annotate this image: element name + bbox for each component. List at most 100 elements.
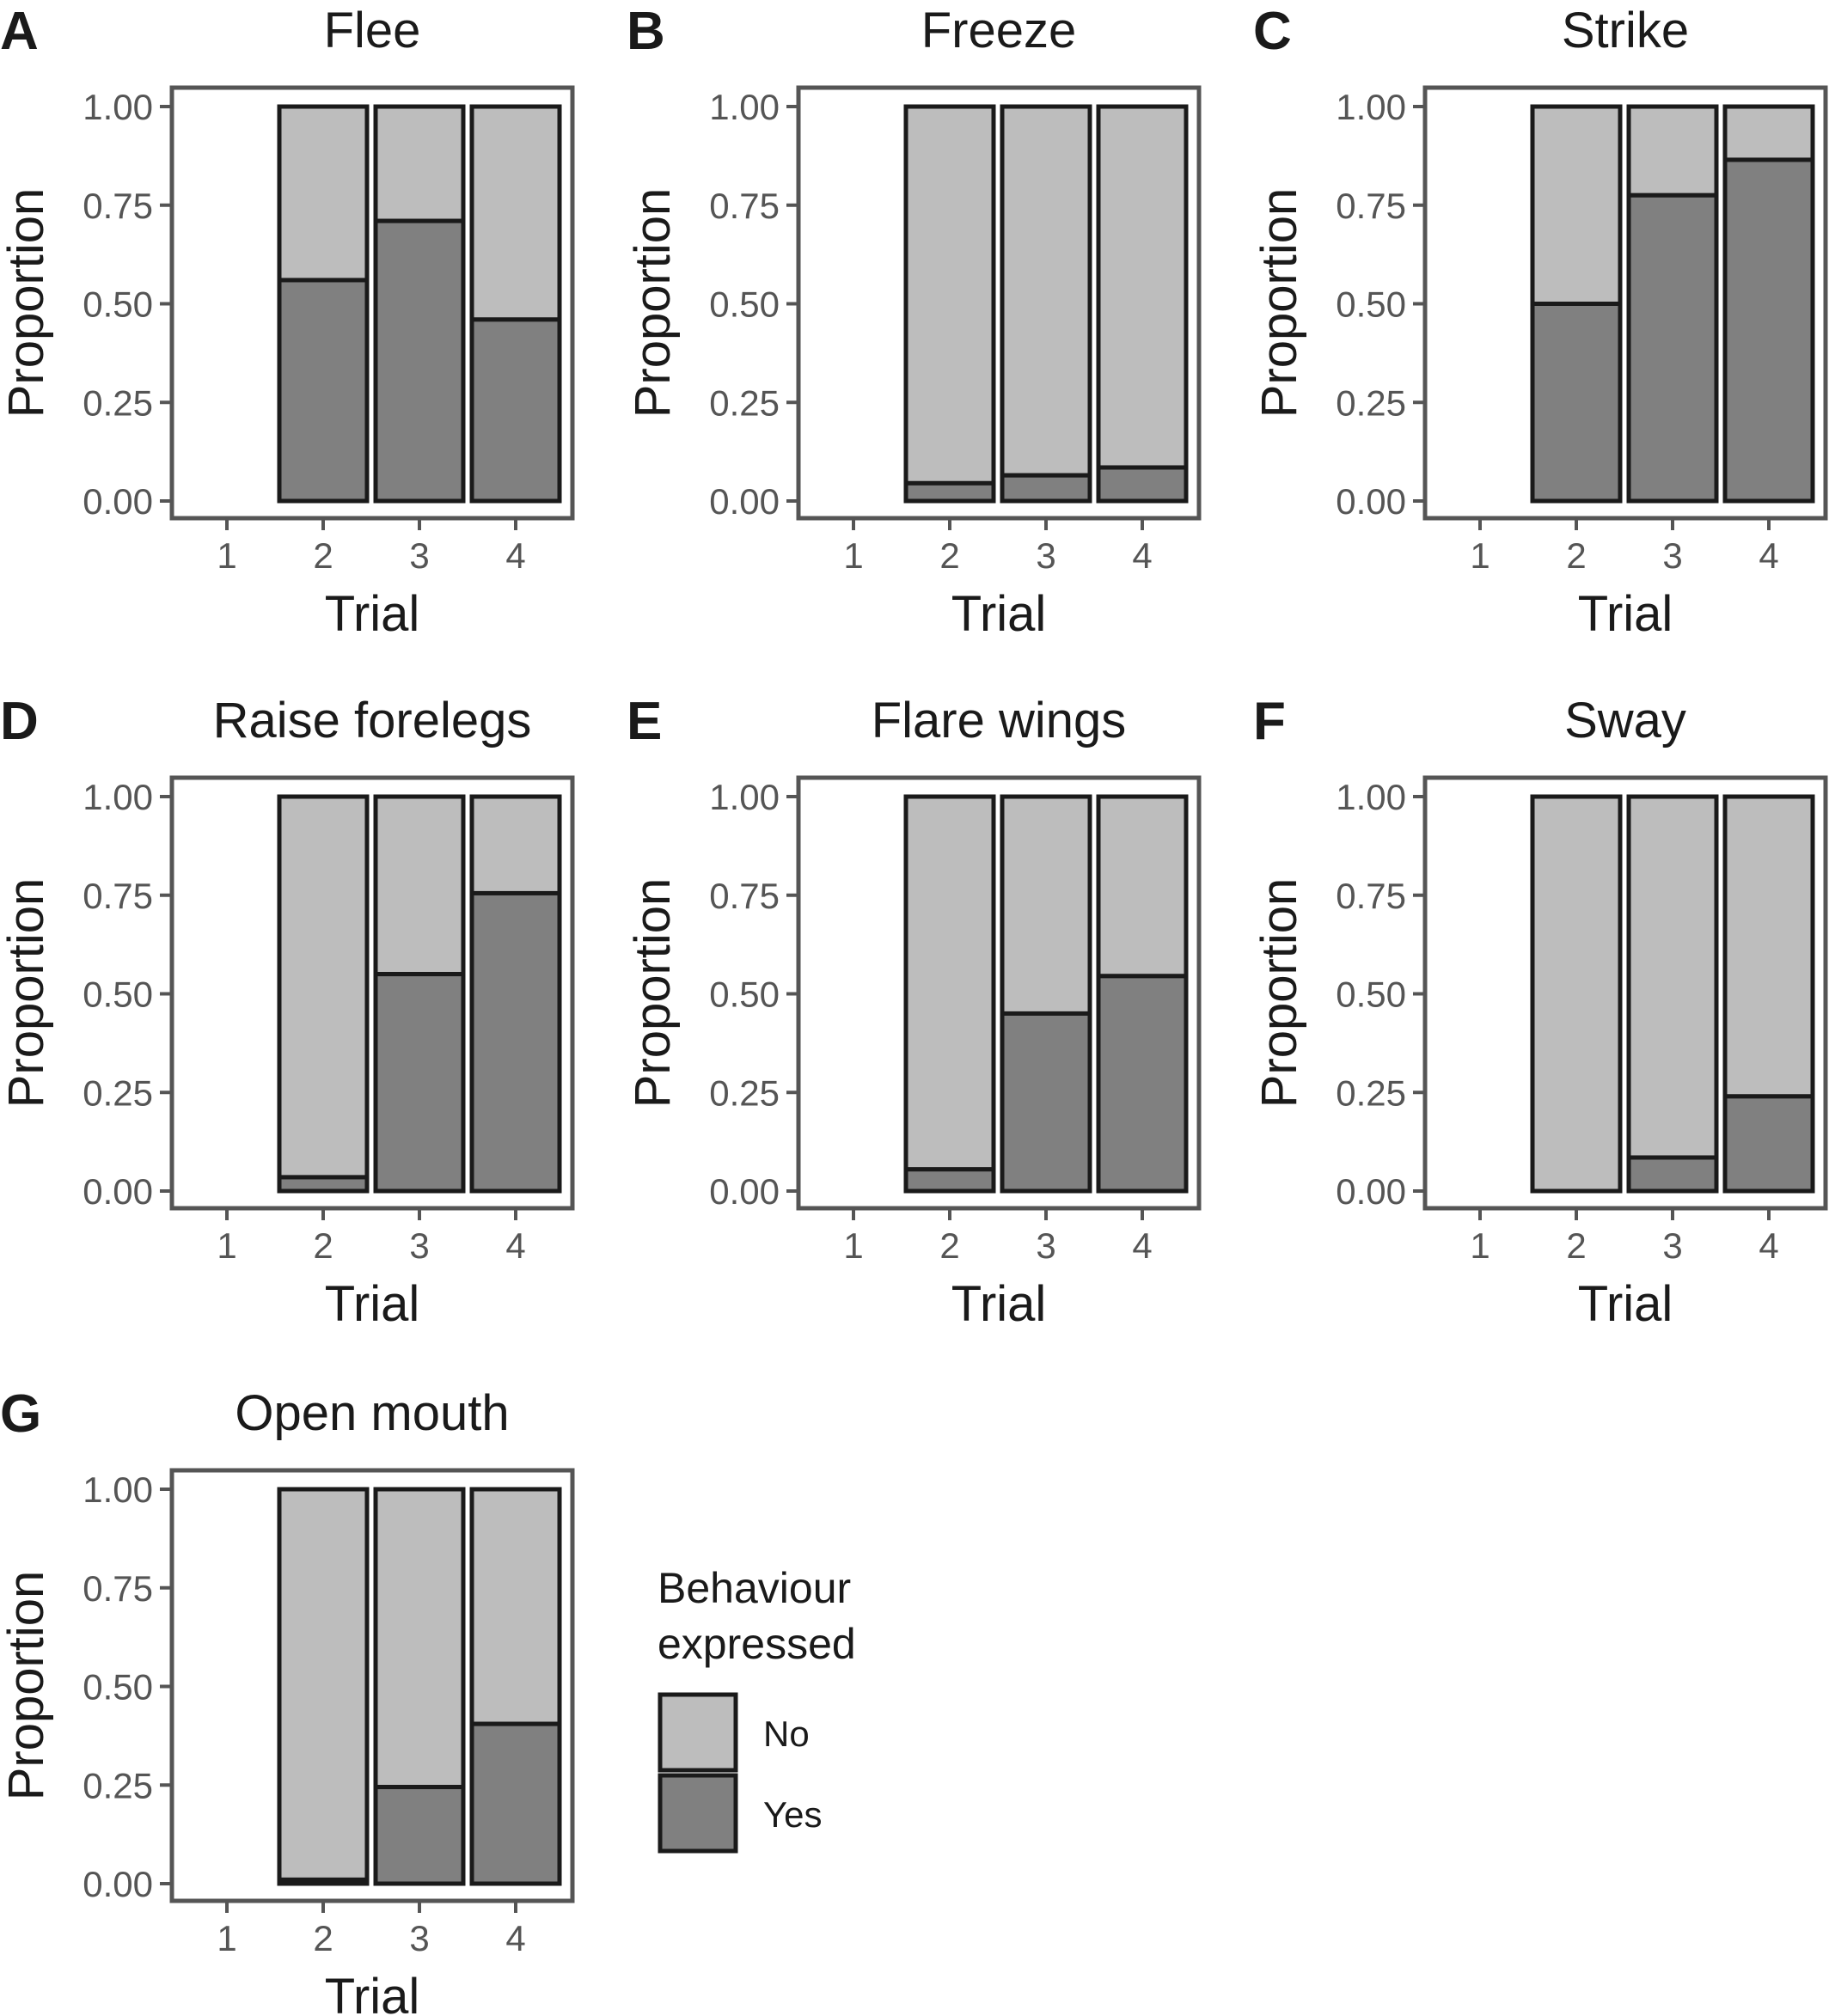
legend-title-line-2: expressed	[658, 1620, 856, 1668]
y-tick-label: 0.00	[1336, 1171, 1406, 1212]
bar-yes	[903, 480, 996, 504]
legend: Behaviour expressed No Yes	[658, 1564, 856, 1854]
y-tick-label: 1.00	[83, 87, 153, 127]
panel-letter: F	[1253, 692, 1286, 751]
bar-yes	[1626, 192, 1719, 504]
bar-yes	[903, 1167, 996, 1194]
bar-no	[1000, 104, 1092, 478]
bar-yes	[469, 890, 562, 1194]
bar-no	[1000, 794, 1092, 1016]
bar-no	[1096, 104, 1189, 470]
bar-no	[1722, 104, 1815, 162]
x-tick-label: 2	[313, 1918, 333, 1958]
bar-yes	[1530, 302, 1623, 504]
legend-title-line-1: Behaviour	[658, 1564, 851, 1612]
x-tick-label: 1	[217, 535, 236, 576]
x-tick-label: 2	[313, 535, 333, 576]
bar-yes	[277, 1877, 370, 1886]
panel-g: G Open mouth 0.00 0.25 0.50 0.75 1.00 1 2 3 4 Trial…	[0, 1384, 575, 2016]
y-tick-label: 0.50	[83, 284, 153, 325]
y-tick-label: 0.75	[709, 186, 780, 226]
bar-no	[469, 104, 562, 322]
y-tick-label: 0.00	[709, 481, 780, 522]
bar-no	[277, 1487, 370, 1882]
y-axis-title: Proportion	[0, 1571, 54, 1801]
bar-yes	[1000, 1011, 1092, 1194]
plot-frame	[796, 85, 1202, 521]
x-tick-label: 3	[1036, 1225, 1055, 1266]
y-axis-title: Proportion	[625, 878, 681, 1109]
plot-frame	[1422, 775, 1828, 1211]
bar-yes	[373, 218, 466, 504]
y-tick-label: 0.50	[709, 974, 780, 1015]
bar-no	[373, 1487, 466, 1790]
bar-no	[373, 794, 466, 977]
y-tick-label: 1.00	[83, 777, 153, 817]
bar-no	[1722, 794, 1815, 1099]
y-tick-label: 0.00	[83, 1171, 153, 1212]
x-tick-label: 2	[939, 1225, 959, 1266]
x-tick-label: 3	[409, 1918, 429, 1958]
y-tick-label: 1.00	[709, 87, 780, 127]
x-axis-title: Trial	[951, 586, 1047, 642]
x-tick-label: 4	[505, 1225, 525, 1266]
bar-yes	[469, 317, 562, 504]
y-tick-label: 0.25	[709, 1072, 780, 1113]
bar-no	[1626, 794, 1719, 1160]
bar-no	[1530, 794, 1623, 1194]
plot-frame	[1422, 85, 1828, 521]
x-axis-title: Trial	[325, 1969, 420, 2016]
x-tick-label: 1	[217, 1918, 236, 1958]
y-tick-label: 0.75	[709, 876, 780, 916]
panel-a: A Flee 0.00 0.25 0.50 0.75 1.00 1 2 3 4 Trial Propor…	[0, 2, 575, 642]
plot-frame	[169, 775, 575, 1211]
bar-no	[1626, 104, 1719, 198]
x-tick-label: 3	[1662, 1225, 1682, 1266]
y-axis-title: Proportion	[1251, 188, 1307, 418]
y-axis-title: Proportion	[0, 188, 54, 418]
x-tick-label: 1	[1470, 1225, 1490, 1266]
y-tick-label: 0.00	[709, 1171, 780, 1212]
panel-e: E Flare wings 0.00 0.25 0.50 0.75 1.00 1 2 3 4 Tria…	[625, 692, 1202, 1332]
x-tick-label: 2	[1566, 1225, 1586, 1266]
x-axis-title: Trial	[325, 1276, 420, 1332]
legend-swatch-no	[658, 1692, 738, 1773]
x-tick-label: 1	[217, 1225, 236, 1266]
panel-title: Raise forelegs	[213, 693, 532, 748]
bar-no	[277, 794, 370, 1180]
panel-letter: G	[0, 1384, 41, 1444]
bar-yes	[1722, 157, 1815, 504]
bar-no	[373, 104, 466, 223]
y-tick-label: 0.25	[709, 382, 780, 423]
y-tick-label: 0.25	[83, 1765, 153, 1805]
bar-no	[903, 104, 996, 486]
y-tick-label: 0.25	[83, 382, 153, 423]
y-tick-label: 0.75	[83, 876, 153, 916]
y-tick-label: 0.50	[1336, 284, 1406, 325]
y-axis-title: Proportion	[625, 188, 681, 418]
bar-yes	[373, 972, 466, 1194]
y-tick-label: 1.00	[1336, 777, 1406, 817]
panel-c: C Strike 0.00 0.25 0.50 0.75 1.00 1 2 3 4 Trial Prop…	[1251, 2, 1828, 642]
x-tick-label: 4	[1759, 535, 1778, 576]
x-tick-label: 3	[409, 1225, 429, 1266]
panel-f: F Sway 0.00 0.25 0.50 0.75 1.00 1 2 3 4 Trial Propor…	[1251, 692, 1828, 1332]
x-tick-label: 2	[313, 1225, 333, 1266]
panel-letter: D	[0, 692, 39, 751]
y-tick-label: 1.00	[709, 777, 780, 817]
y-axis-title: Proportion	[1251, 878, 1307, 1109]
y-tick-label: 0.50	[709, 284, 780, 325]
panel-b: B Freeze 0.00 0.25 0.50 0.75 1.00 1 2 3 4 Trial Prop…	[625, 2, 1202, 642]
bar-yes	[1096, 465, 1189, 504]
y-tick-label: 0.75	[1336, 876, 1406, 916]
y-tick-label: 0.25	[1336, 1072, 1406, 1113]
x-tick-label: 1	[1470, 535, 1490, 576]
y-tick-label: 0.25	[83, 1072, 153, 1113]
x-tick-label: 4	[505, 535, 525, 576]
x-tick-label: 2	[1566, 535, 1586, 576]
legend-swatch-yes	[658, 1773, 738, 1854]
y-tick-label: 1.00	[1336, 87, 1406, 127]
x-axis-title: Trial	[325, 586, 420, 642]
panel-letter: C	[1253, 2, 1292, 61]
bar-yes	[277, 278, 370, 504]
